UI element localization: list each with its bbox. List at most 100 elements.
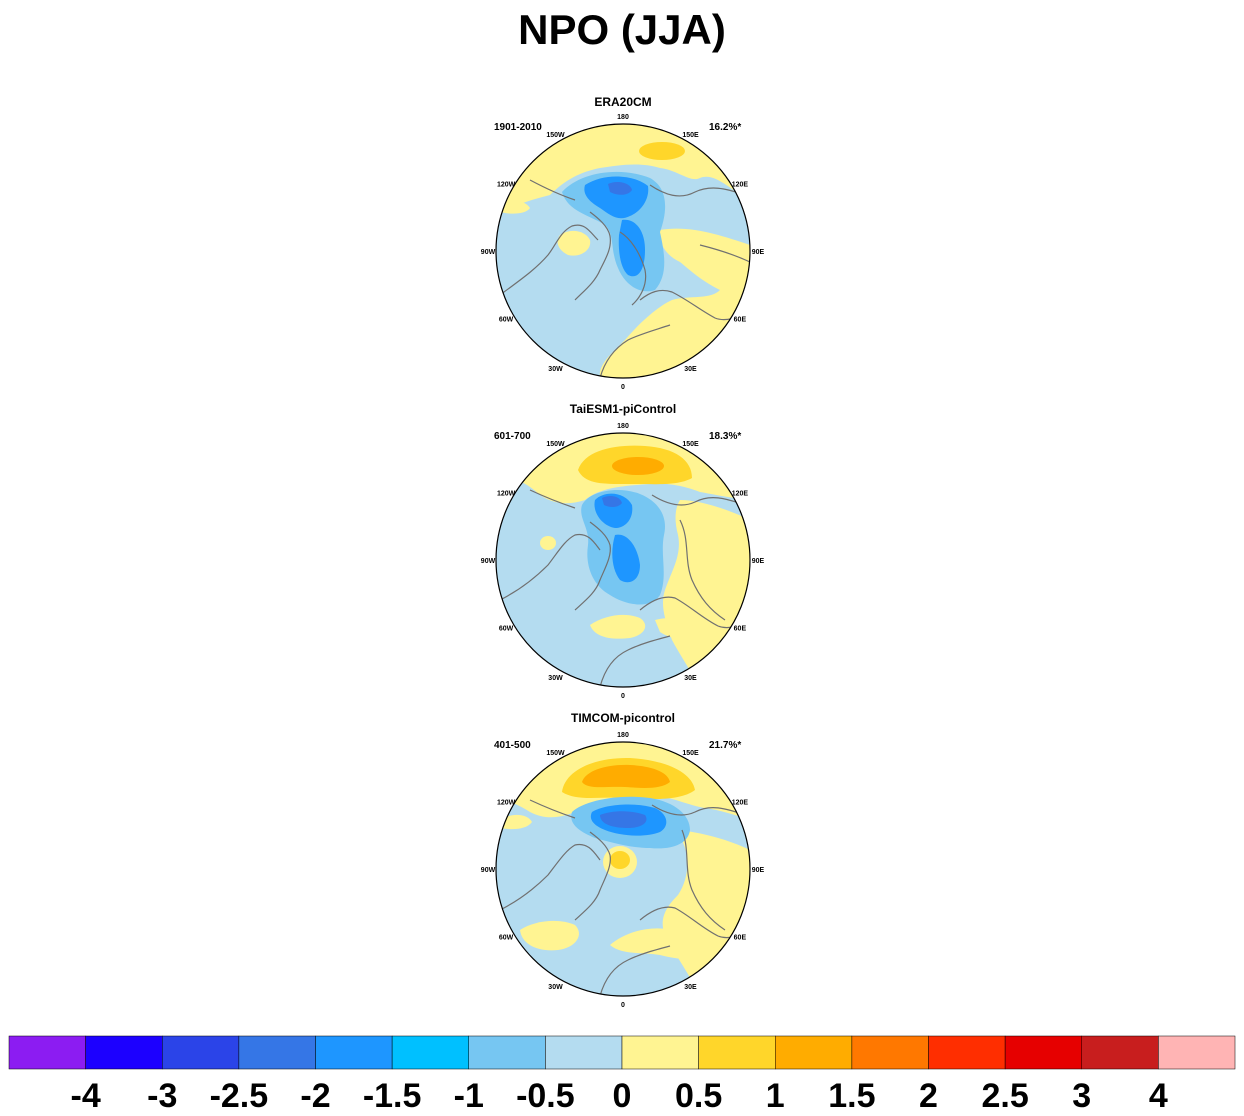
- longitude-label: 180: [617, 732, 629, 739]
- panel-title: ERA20CM: [594, 95, 651, 109]
- colorbar-tick-label: 1.5: [828, 1077, 875, 1115]
- polar-map: [496, 433, 750, 687]
- panel-variance: 18.3%*: [709, 431, 741, 442]
- colorbar-swatch: [928, 1035, 1006, 1070]
- panel-variance: 16.2%*: [709, 122, 741, 133]
- longitude-label: 30E: [684, 984, 697, 991]
- negative-anomaly-lower: [612, 534, 640, 583]
- longitude-label: 60E: [734, 935, 747, 942]
- colorbar-swatch: [315, 1035, 393, 1070]
- longitude-label: 180: [617, 423, 629, 430]
- positive-anomaly-canada: [557, 230, 591, 256]
- colorbar-swatch: [391, 1035, 470, 1070]
- figure-title: NPO (JJA): [518, 6, 726, 53]
- colorbar-tick-label: 4: [1149, 1077, 1168, 1115]
- longitude-label: 120W: [497, 800, 516, 807]
- positive-anomaly-atlantic: [590, 614, 646, 639]
- polar-map: [496, 124, 750, 378]
- longitude-label: 90E: [752, 558, 765, 565]
- colorbar-swatch: [238, 1035, 316, 1070]
- colorbar-tick-label: -2: [300, 1077, 330, 1115]
- panel-title: TIMCOM-picontrol: [571, 711, 675, 725]
- longitude-label: 30W: [548, 984, 563, 991]
- coastlines: [499, 489, 749, 687]
- longitude-label: 120E: [732, 800, 749, 807]
- colorbar-swatch: [775, 1035, 853, 1070]
- longitude-label: 0: [621, 693, 625, 700]
- longitude-label: 150W: [546, 132, 565, 139]
- positive-anomaly-max: [582, 764, 670, 788]
- colorbar-swatch: [85, 1035, 163, 1070]
- longitude-label: 150W: [546, 750, 565, 757]
- colorbar-tick-label: -0.5: [516, 1077, 575, 1115]
- colorbar-swatch: [698, 1035, 776, 1070]
- positive-anomaly-max: [639, 142, 685, 160]
- panel-period: 401-500: [494, 740, 531, 751]
- colorbar-tick-label: 1: [766, 1077, 785, 1115]
- negative-anomaly-center: [600, 811, 647, 828]
- map-border: [495, 123, 751, 379]
- longitude-label: 150E: [682, 750, 699, 757]
- colorbar-tick-label: 0: [613, 1077, 632, 1115]
- positive-anomaly-westcoast: [500, 200, 530, 214]
- longitude-label: 30E: [684, 366, 697, 373]
- map-border: [495, 432, 751, 688]
- colorbar-swatch: [468, 1035, 546, 1070]
- colorbar-swatch: [851, 1035, 929, 1070]
- colorbar-tick-label: -4: [71, 1077, 101, 1115]
- longitude-label: 30E: [684, 675, 697, 682]
- panel-variance: 21.7%*: [709, 740, 741, 751]
- panel-timcom: TIMCOM-picontrol 401-500 21.7%*: [481, 711, 765, 1009]
- positive-anomaly-europe: [655, 618, 700, 639]
- longitude-label: 90W: [481, 558, 496, 565]
- panel-period: 601-700: [494, 431, 531, 442]
- longitude-label: 60E: [734, 317, 747, 324]
- panel-taiesm1: TaiESM1-piControl 601-700 18.3%*: [481, 402, 765, 700]
- colorbar-swatch: [1081, 1035, 1159, 1070]
- positive-anomaly-arctic-core: [610, 851, 630, 869]
- colorbar-swatch: [1004, 1035, 1083, 1070]
- negative-anomaly-center: [602, 495, 622, 508]
- colorbar: -4 -3 -2.5 -2 -1.5 -1 -0.5 0 0.5 1 1.5 2 2.5 3 4: [8, 1035, 1236, 1115]
- colorbar-tick-label: -1.5: [363, 1077, 422, 1115]
- lon-labels: 180 150E 120E 90E 60E 30E 0 30W 60W 90W 120W 150W: [481, 114, 765, 391]
- longitude-label: 90E: [752, 867, 765, 874]
- positive-anomaly-small: [540, 536, 556, 550]
- longitude-label: 120E: [732, 491, 749, 498]
- panel-era20cm: ERA20CM 1901-2010 16.2%*: [481, 95, 765, 391]
- negative-anomaly-center: [608, 182, 632, 195]
- panel-title: TaiESM1-piControl: [570, 402, 676, 416]
- positive-anomaly-pacific: [496, 124, 750, 215]
- negative-anomaly-core: [618, 219, 645, 277]
- negative-anomaly-mid: [584, 176, 649, 219]
- longitude-label: 180: [617, 114, 629, 121]
- longitude-label: 60W: [499, 935, 514, 942]
- panel-period: 1901-2010: [494, 122, 542, 133]
- longitude-label: 0: [621, 1002, 625, 1009]
- colorbar-tick-label: 2.5: [981, 1077, 1028, 1115]
- longitude-label: 150E: [682, 441, 699, 448]
- colorbar-tick-label: -2.5: [210, 1077, 269, 1115]
- positive-anomaly-europe: [610, 928, 720, 960]
- positive-anomaly-atlantic: [520, 920, 579, 951]
- longitude-label: 60W: [499, 626, 514, 633]
- colorbar-swatch: [545, 1035, 623, 1070]
- longitude-label: 90W: [481, 249, 496, 256]
- longitude-label: 120W: [497, 491, 516, 498]
- longitude-label: 150W: [546, 441, 565, 448]
- colorbar-swatch: [8, 1035, 86, 1070]
- longitude-label: 90W: [481, 867, 496, 874]
- longitude-label: 120E: [732, 182, 749, 189]
- positive-anomaly-max: [612, 457, 664, 475]
- longitude-label: 30W: [548, 675, 563, 682]
- longitude-label: 30W: [548, 366, 563, 373]
- longitude-label: 60E: [734, 626, 747, 633]
- colorbar-tick-label: -3: [147, 1077, 177, 1115]
- longitude-label: 60W: [499, 317, 514, 324]
- lon-labels: 180 150E 120E 90E 60E 30E 0 30W 60W 90W 120W 150W: [481, 423, 765, 700]
- longitude-label: 0: [621, 384, 625, 391]
- positive-anomaly-westcoast: [500, 814, 532, 830]
- colorbar-tick-label: 3: [1072, 1077, 1091, 1115]
- longitude-label: 150E: [682, 132, 699, 139]
